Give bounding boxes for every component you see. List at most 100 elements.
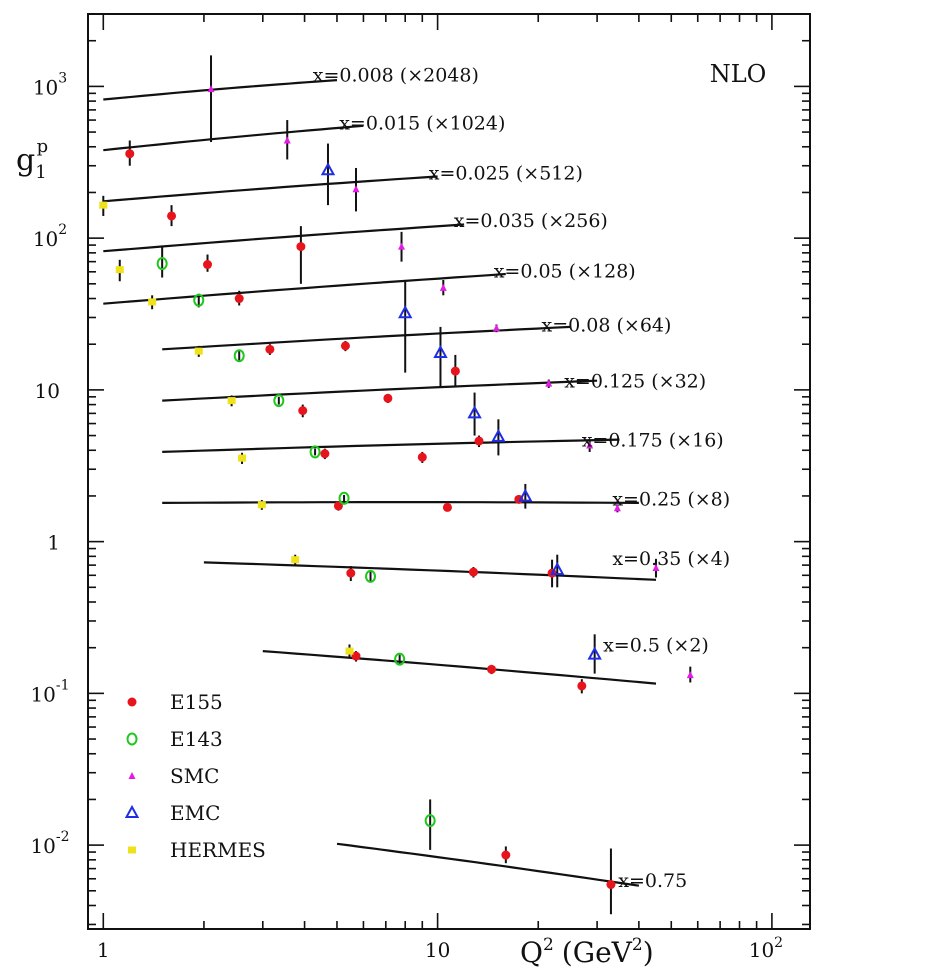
y-axis-title: g1 p [16, 136, 48, 183]
point-hermes [345, 647, 354, 655]
point-e155 [265, 344, 275, 354]
point-smc [207, 85, 215, 93]
point-smc [439, 283, 447, 291]
axis-ticks [88, 13, 810, 929]
point-smc [586, 441, 594, 449]
y-axis-title-sub: 1 [35, 162, 46, 183]
x-tick-base: 10 [749, 938, 774, 962]
y-tick-label: 103 [33, 70, 67, 99]
point-emc [587, 646, 602, 660]
bin-label: x=0.35 (×4) [612, 548, 730, 570]
y-tick-base: 10 [30, 834, 55, 858]
point-e155 [606, 880, 616, 890]
point-hermes [115, 266, 124, 274]
point-emc [518, 488, 533, 502]
point-e155 [474, 436, 484, 446]
x-tick-label: 10 [425, 938, 450, 962]
point-hermes [227, 397, 236, 405]
x-tick-exp: 2 [774, 935, 783, 951]
point-e155 [320, 449, 330, 459]
x-axis-title-q: Q [520, 936, 543, 969]
point-e155 [577, 681, 587, 691]
point-e155 [351, 651, 361, 661]
point-e155 [487, 664, 497, 674]
point-smc [613, 504, 621, 512]
point-hermes [99, 201, 108, 209]
point-smc [686, 671, 694, 679]
bin-label: x=0.5 (×2) [603, 634, 709, 656]
point-e143 [424, 814, 436, 828]
legend-label-e155: E155 [170, 690, 223, 714]
legend-marker-e143 [126, 732, 138, 746]
point-e155 [167, 211, 177, 221]
bin-label: x=0.175 (×16) [582, 430, 724, 452]
point-e155 [346, 568, 356, 578]
point-e155 [450, 366, 460, 376]
point-e155 [298, 406, 308, 416]
y-axis-title-main: g [16, 143, 35, 178]
point-emc [398, 305, 413, 319]
legend-label-e143: E143 [170, 727, 223, 751]
point-e155 [417, 452, 427, 462]
y-tick-exp: 3 [58, 70, 67, 86]
nlo-curve [103, 79, 338, 101]
x-axis-title-units: (GeV [562, 936, 633, 969]
point-e143 [338, 491, 350, 505]
point-smc [492, 324, 500, 332]
point-e143 [394, 652, 406, 666]
point-smc [652, 564, 660, 572]
y-tick-base: 1 [47, 531, 60, 555]
nlo-fit-curves [103, 79, 657, 887]
nlo-curve [103, 223, 465, 253]
point-emc [491, 428, 506, 442]
point-emc [467, 405, 482, 419]
y-tick-base: 10 [33, 227, 58, 251]
x-tick-label: 102 [749, 935, 783, 962]
bin-label: x=0.008 (×2048) [313, 64, 479, 86]
y-tick-exp: -2 [56, 829, 70, 845]
y-tick-label: 102 [33, 222, 67, 251]
point-emc [320, 162, 336, 176]
point-smc [545, 379, 553, 387]
point-hermes [194, 347, 203, 355]
point-e155 [203, 260, 213, 270]
point-e155 [234, 294, 244, 304]
legend: E155 E143 SMC EMC HERMES [124, 690, 266, 862]
nlo-curve [162, 325, 571, 351]
point-e155 [296, 242, 306, 252]
legend-marker-smc [128, 772, 136, 779]
bin-label: x=0.125 (×32) [564, 371, 706, 393]
point-emc [433, 344, 448, 359]
y-tick-base: 10 [33, 75, 58, 99]
nlo-curve [262, 650, 657, 685]
point-e155 [340, 341, 350, 351]
y-tick-base: 10 [30, 682, 55, 706]
point-emc [550, 561, 565, 576]
y-tick-exp: -1 [56, 677, 70, 693]
point-e143 [309, 445, 321, 459]
point-e143 [156, 257, 168, 271]
y-tick-base: 10 [35, 379, 60, 403]
point-e155 [125, 149, 135, 159]
bin-label: x=0.025 (×512) [429, 163, 583, 185]
y-tick-label: 10-1 [30, 677, 69, 706]
point-hermes [257, 501, 266, 509]
legend-marker-emc [124, 804, 140, 818]
nlo-curve [162, 438, 620, 453]
nlo-curve [103, 272, 506, 305]
nlo-curve [103, 124, 364, 152]
legend-label-hermes: HERMES [170, 838, 266, 862]
bin-label: x=0.75 [618, 870, 687, 892]
y-tick-label: 10 [35, 379, 60, 403]
plot-frame [87, 13, 811, 930]
point-e155 [333, 501, 343, 511]
point-e155 [468, 567, 478, 577]
bin-label: x=0.035 (×256) [454, 210, 608, 232]
x-axis-title: Q2 (GeV2) [520, 935, 654, 969]
y-tick-exp: 2 [58, 222, 67, 238]
nlo-curve [162, 501, 639, 504]
x-axis-title-units-sup: 2 [632, 935, 643, 955]
point-e143 [365, 569, 377, 583]
